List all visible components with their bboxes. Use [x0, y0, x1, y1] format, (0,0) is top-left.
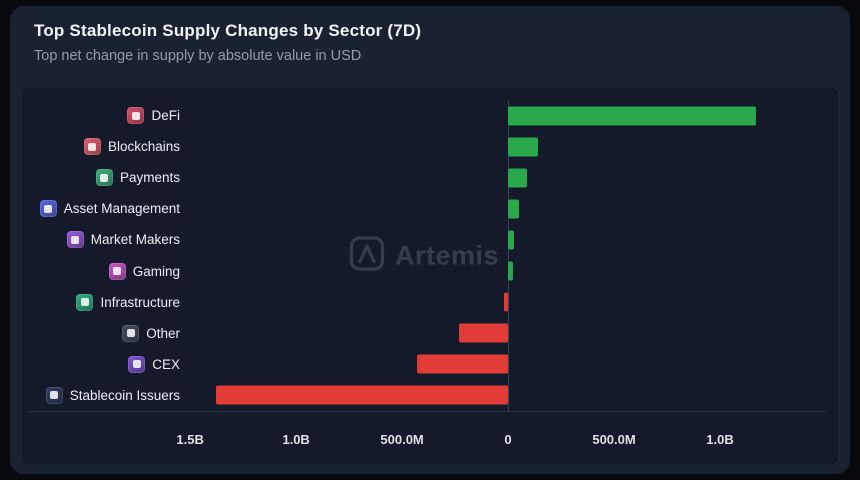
blockchains-icon-glyph	[88, 142, 97, 151]
chart-subtitle: Top net change in supply by absolute val…	[34, 48, 362, 64]
asset-management-icon	[39, 200, 57, 218]
category-label: Market Makers	[90, 232, 180, 248]
cex-icon-glyph	[132, 360, 141, 369]
other-icon	[122, 324, 140, 342]
bar-blockchains[interactable]	[508, 137, 538, 157]
chart-row-infrastructure: Infrastructure	[28, 287, 826, 317]
plot-area: Artemis DeFi Blockchains Payments Asset Man…	[28, 100, 826, 412]
gaming-icon-glyph	[113, 267, 122, 276]
chart-row-gaming: Gaming	[28, 256, 826, 286]
chart-row-blockchains: Blockchains	[28, 132, 826, 162]
category-label: Infrastructure	[100, 294, 180, 310]
plot-cell	[188, 318, 826, 348]
card-header: Top Stablecoin Supply Changes by Sector …	[10, 6, 850, 72]
category-label-cell: Blockchains	[28, 138, 188, 156]
payments-icon	[95, 169, 113, 187]
chart-row-stablecoin-issuers: Stablecoin Issuers	[28, 380, 826, 410]
asset-management-icon-glyph	[44, 204, 53, 213]
category-label: DeFi	[151, 108, 180, 124]
stablecoin-issuers-icon	[45, 386, 63, 404]
x-tick-label: 500.0M	[380, 432, 424, 447]
plot-cell	[188, 132, 826, 162]
bar-stablecoin-issuers[interactable]	[215, 385, 509, 405]
bar-defi[interactable]	[508, 106, 757, 126]
chart-row-cex: CEX	[28, 349, 826, 379]
defi-icon	[127, 107, 145, 125]
category-label-cell: Other	[28, 324, 188, 342]
other-icon-glyph	[126, 329, 135, 338]
defi-icon-glyph	[131, 111, 140, 120]
category-label-cell: Gaming	[28, 262, 188, 280]
bar-infrastructure[interactable]	[504, 292, 509, 312]
plot-cell	[188, 101, 826, 131]
infrastructure-icon-glyph	[80, 298, 89, 307]
category-label-cell: Infrastructure	[28, 293, 188, 311]
plot-cell	[188, 225, 826, 255]
category-label: Payments	[119, 170, 180, 186]
chart-card: Top Stablecoin Supply Changes by Sector …	[10, 6, 850, 474]
category-label-cell: Market Makers	[28, 231, 188, 249]
category-label: CEX	[152, 356, 180, 372]
bar-market-makers[interactable]	[508, 230, 514, 250]
category-label-cell: Payments	[28, 169, 188, 187]
category-label-cell: CEX	[28, 355, 188, 373]
x-tick-label: 0	[504, 432, 512, 447]
market-makers-icon	[66, 231, 84, 249]
chart-title: Top Stablecoin Supply Changes by Sector …	[34, 21, 422, 40]
bar-gaming[interactable]	[508, 261, 514, 281]
chart-row-defi: DeFi	[28, 101, 826, 131]
stablecoin-issuers-icon-glyph	[50, 391, 59, 400]
category-label-cell: Stablecoin Issuers	[28, 386, 188, 404]
plot-cell	[188, 380, 826, 410]
plot-cell	[188, 256, 826, 286]
plot-cell	[188, 287, 826, 317]
category-label: Other	[146, 325, 180, 341]
cex-icon	[128, 355, 146, 373]
category-label-cell: Asset Management	[28, 200, 188, 218]
bar-payments[interactable]	[508, 168, 527, 188]
category-label: Asset Management	[63, 201, 180, 217]
payments-icon-glyph	[100, 173, 109, 182]
category-label: Blockchains	[107, 139, 180, 155]
bar-other[interactable]	[458, 323, 509, 343]
x-tick-label: 1.0B	[282, 432, 310, 447]
chart-row-asset-management: Asset Management	[28, 194, 826, 224]
chart-row-market-makers: Market Makers	[28, 225, 826, 255]
bar-cex[interactable]	[416, 354, 509, 374]
x-tick-label: 1.0B	[706, 432, 734, 447]
x-tick-label: 1.5B	[176, 432, 204, 447]
market-makers-icon-glyph	[71, 235, 80, 244]
category-label: Stablecoin Issuers	[69, 387, 180, 403]
chart-row-payments: Payments	[28, 163, 826, 193]
infrastructure-icon	[76, 293, 94, 311]
x-axis: 1.5B 1.0B 500.0M 0 500.0M 1.0B	[176, 432, 826, 450]
chart-row-other: Other	[28, 318, 826, 348]
bar-asset-management[interactable]	[508, 199, 519, 219]
category-label: Gaming	[132, 263, 180, 279]
x-tick-label: 500.0M	[592, 432, 636, 447]
plot-cell	[188, 349, 826, 379]
plot-cell	[188, 163, 826, 193]
category-label-cell: DeFi	[28, 107, 188, 125]
blockchains-icon	[83, 138, 101, 156]
chart-panel: Artemis DeFi Blockchains Payments Asset Man…	[22, 88, 838, 464]
plot-cell	[188, 194, 826, 224]
gaming-icon	[108, 262, 126, 280]
